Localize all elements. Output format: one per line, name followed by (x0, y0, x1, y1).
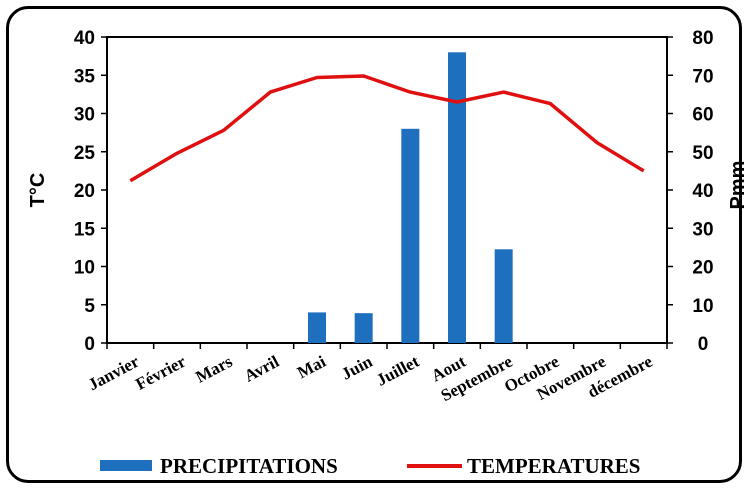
right-tick-label: 10 (692, 296, 713, 317)
right-tick-label: 60 (692, 105, 713, 126)
left-tick-label: 0 (84, 334, 95, 355)
right-tick-label: 80 (692, 28, 713, 49)
bar-juin (354, 313, 373, 343)
legend-swatch-precipitations (100, 460, 152, 471)
legend: PRECIPITATIONS TEMPERATURES (100, 454, 640, 478)
right-tick-label: 50 (692, 143, 713, 164)
bar-septembre (494, 249, 513, 343)
left-tick-label: 30 (74, 105, 95, 126)
bar-mai (308, 312, 326, 343)
category-label: Avril (241, 352, 282, 386)
right-tick-label: 40 (692, 181, 713, 202)
precipitation-bars (308, 52, 513, 344)
category-label: Mai (294, 352, 329, 383)
right-axis-title: Pmm (727, 161, 749, 210)
right-tick-label: 20 (692, 258, 713, 279)
category-label: Février (132, 352, 189, 394)
right-axis-ticks: 0 10 20 30 40 50 60 70 80 (667, 28, 714, 355)
category-label: Juin (338, 352, 376, 384)
category-label: Janvier (85, 352, 143, 395)
left-tick-label: 35 (74, 66, 96, 87)
right-tick-label: 70 (692, 66, 713, 87)
left-axis-title: T°C (27, 173, 49, 208)
legend-label-precipitations: PRECIPITATIONS (160, 454, 338, 478)
legend-label-temperatures: TEMPERATURES (467, 454, 640, 478)
category-label: Juillet (373, 352, 422, 390)
left-tick-label: 40 (74, 28, 95, 49)
left-tick-label: 15 (74, 219, 96, 240)
temperature-line (129, 74, 645, 183)
left-tick-label: 5 (84, 296, 95, 317)
category-label: Mars (192, 352, 235, 387)
temperature-line-group (129, 74, 645, 183)
left-tick-label: 20 (74, 181, 95, 202)
left-tick-label: 25 (74, 143, 96, 164)
bar-juillet (401, 128, 420, 343)
axes (106, 343, 668, 349)
chart-frame (6, 6, 742, 483)
right-tick-label: 30 (692, 219, 713, 240)
bar-aout (448, 52, 466, 344)
left-tick-label: 10 (74, 258, 95, 279)
right-tick-label: 0 (698, 334, 709, 355)
left-axis-ticks: 0 5 10 15 20 25 30 35 40 (74, 28, 107, 355)
